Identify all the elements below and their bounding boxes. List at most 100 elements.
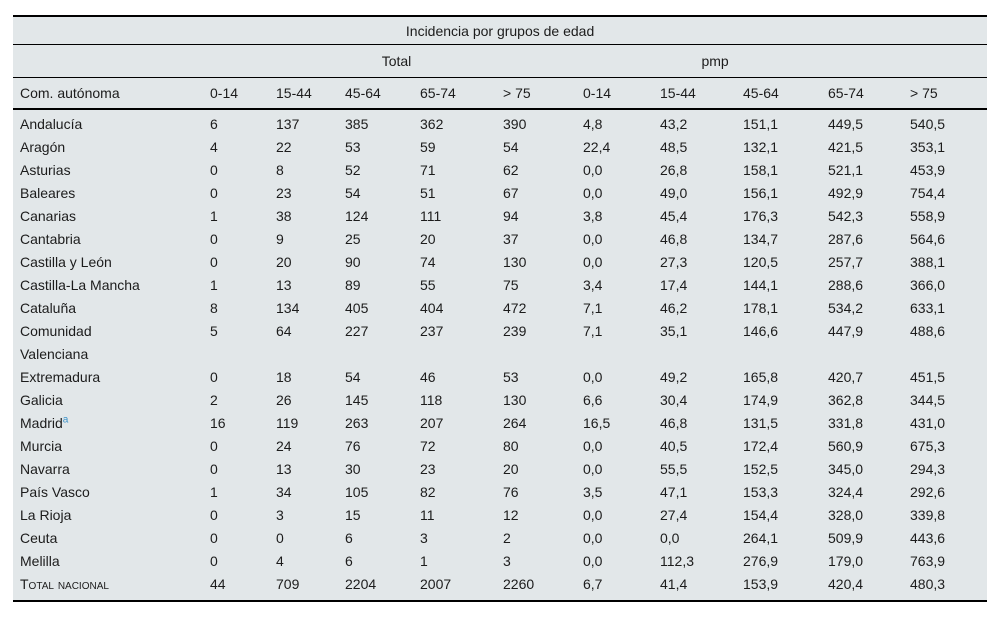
region-name-cell: Comunidad Valenciana	[13, 320, 210, 366]
value-cell: 0	[210, 461, 218, 477]
value-cell: 30	[345, 461, 361, 477]
region-name-cell: Melilla	[13, 550, 210, 573]
value-cell: 16,5	[583, 415, 611, 431]
value-cell: 0	[210, 231, 218, 247]
region-name-cell: Cantabria	[13, 228, 210, 251]
value-cell: 558,9	[910, 208, 946, 224]
region-name-cell: Canarias	[13, 205, 210, 228]
value-cell: 23	[276, 185, 292, 201]
region-name: Total nacional	[20, 576, 109, 592]
value-cell: 328,0	[828, 507, 864, 523]
value-cell: 53	[503, 369, 519, 385]
value-cell: 52	[345, 162, 361, 178]
value-cell: 174,9	[743, 392, 779, 408]
table-row: Ceuta 0 0 6 3 2 0,0 0,0 264,1 509,9 443,6	[13, 527, 987, 550]
value-cell: 0,0	[583, 507, 603, 523]
table-row: La Rioja 0 3 15 11 12 0,0 27,4 154,4 328,0 339,8	[13, 504, 987, 527]
region-name: Galicia	[20, 392, 63, 408]
value-cell: 15	[345, 507, 361, 523]
region-name-cell: La Rioja	[13, 504, 210, 527]
value-cell: 0,0	[583, 553, 603, 569]
value-cell: 0	[210, 254, 218, 270]
region-name-cell: Andalucía	[13, 109, 210, 136]
value-cell: 16	[210, 415, 226, 431]
value-cell: 420,7	[828, 369, 864, 385]
value-cell: 131,5	[743, 415, 779, 431]
value-cell: 542,3	[828, 208, 864, 224]
table-row: Murcia 0 24 76 72 80 0,0 40,5 172,4 560,9 675,3	[13, 435, 987, 458]
region-name-cell: Extremadura	[13, 366, 210, 389]
column-header-age-pmp: 65-74	[828, 77, 910, 110]
table-row: Cantabria 0 9 25 20 37 0,0 46,8 134,7 287,6 564,6	[13, 228, 987, 251]
region-name: Cataluña	[20, 300, 77, 316]
value-cell: 71	[420, 162, 436, 178]
value-cell: 26,8	[660, 162, 688, 178]
value-cell: 0	[210, 553, 218, 569]
value-cell: 8	[276, 162, 284, 178]
value-cell: 6	[345, 530, 353, 546]
value-cell: 264,1	[743, 530, 779, 546]
value-cell: 362	[420, 116, 444, 132]
region-name: Andalucía	[20, 116, 83, 132]
value-cell: 5	[210, 323, 218, 339]
value-cell: 443,6	[910, 530, 946, 546]
value-cell: 0	[276, 530, 284, 546]
value-cell: 3,5	[583, 484, 603, 500]
table-row: Extremadura 0 18 54 46 53 0,0 49,2 165,8 420,7 451…	[13, 366, 987, 389]
value-cell: 453,9	[910, 162, 946, 178]
value-cell: 13	[276, 461, 292, 477]
column-header-age-total: 0-14	[210, 77, 276, 110]
value-cell: 421,5	[828, 139, 864, 155]
value-cell: 156,1	[743, 185, 779, 201]
value-cell: 2	[210, 392, 218, 408]
region-name: Comunidad Valenciana	[20, 323, 92, 362]
region-name-cell: Navarra	[13, 458, 210, 481]
table-row: Total nacional 44 709 2204 2007 2260 6,7 41,4 15…	[13, 573, 987, 601]
value-cell: 49,0	[660, 185, 688, 201]
value-cell: 0,0	[583, 369, 603, 385]
value-cell: 80	[503, 438, 519, 454]
region-name: País Vasco	[20, 484, 90, 500]
table-row: Castilla-La Mancha 1 13 89 55 75 3,4 17,4 144,1 2…	[13, 274, 987, 297]
value-cell: 74	[420, 254, 436, 270]
value-cell: 1	[210, 484, 218, 500]
value-cell: 137	[276, 116, 300, 132]
value-cell: 6	[345, 553, 353, 569]
column-header-age-total: 15-44	[276, 77, 345, 110]
table-row: Galicia 2 26 145 118 130 6,6 30,4 174,9 362,8 344,…	[13, 389, 987, 412]
footnote-marker[interactable]: a	[62, 414, 69, 426]
value-cell: 130	[503, 254, 527, 270]
value-cell: 153,3	[743, 484, 779, 500]
value-cell: 151,1	[743, 116, 779, 132]
value-cell: 7,1	[583, 300, 603, 316]
value-cell: 564,6	[910, 231, 946, 247]
value-cell: 152,5	[743, 461, 779, 477]
value-cell: 366,0	[910, 277, 946, 293]
value-cell: 6,7	[583, 576, 603, 592]
value-cell: 38	[276, 208, 292, 224]
value-cell: 118	[420, 392, 443, 408]
table-title: Incidencia por grupos de edad	[13, 16, 988, 45]
column-header-age-pmp: 0-14	[583, 77, 660, 110]
value-cell: 76	[503, 484, 519, 500]
value-cell: 37	[503, 231, 519, 247]
value-cell: 48,5	[660, 139, 688, 155]
value-cell: 0,0	[583, 162, 603, 178]
value-cell: 239	[503, 323, 527, 339]
value-cell: 119	[276, 415, 299, 431]
value-cell: 20	[420, 231, 436, 247]
region-name: Aragón	[20, 139, 66, 155]
value-cell: 22	[276, 139, 292, 155]
value-cell: 3	[420, 530, 428, 546]
column-header-age-pmp: > 75	[910, 77, 988, 110]
value-cell: 20	[276, 254, 292, 270]
value-cell: 54	[345, 185, 361, 201]
value-cell: 49,2	[660, 369, 688, 385]
table-header: Incidencia por grupos de edad Total pmp …	[13, 16, 988, 110]
region-name: Asturias	[20, 162, 71, 178]
incidence-table: Incidencia por grupos de edad Total pmp …	[13, 15, 988, 602]
table-row: Asturias 0 8 52 71 62 0,0 26,8 158,1 521,1 453,9	[13, 159, 987, 182]
region-name: Baleares	[20, 185, 76, 201]
value-cell: 94	[503, 208, 519, 224]
value-cell: 134,7	[743, 231, 779, 247]
